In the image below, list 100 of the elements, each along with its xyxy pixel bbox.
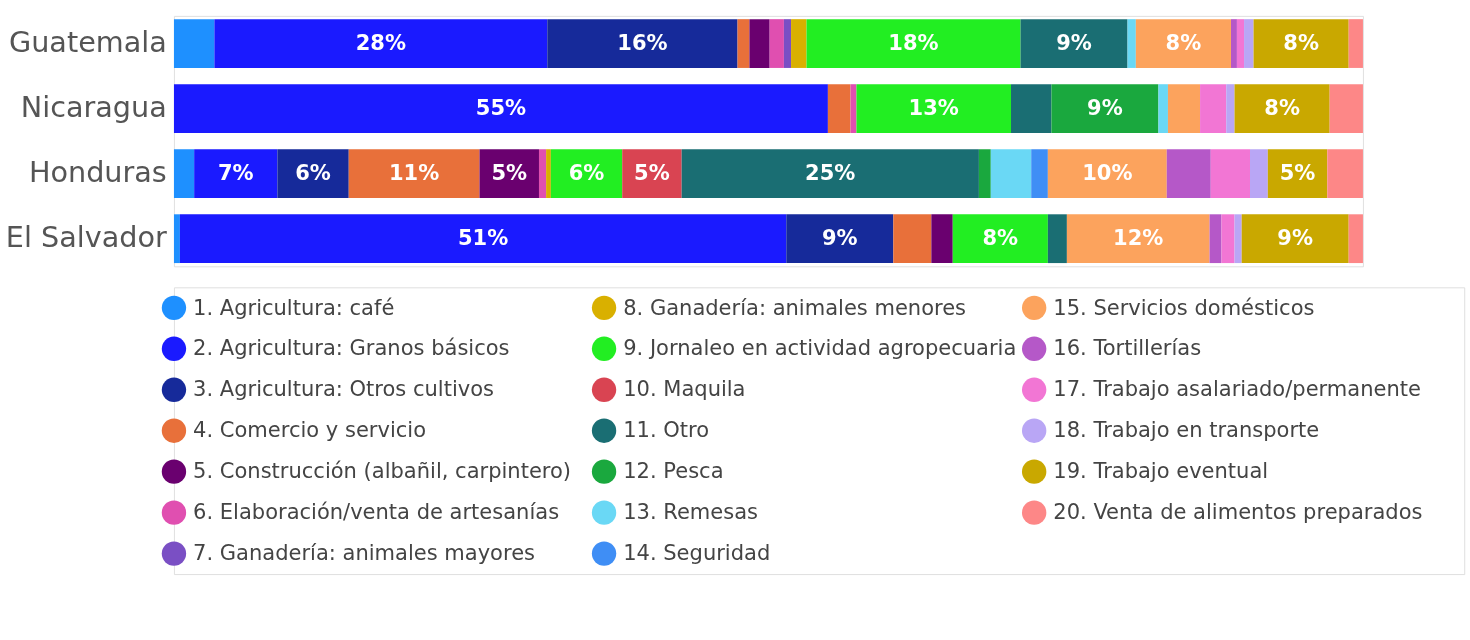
data-label: 5% — [1279, 160, 1316, 186]
y-tick-label: Nicaragua — [20, 90, 167, 125]
bar — [538, 149, 547, 199]
bar — [1166, 149, 1211, 199]
data-label: 12% — [1113, 225, 1164, 251]
data-label: 7% — [217, 160, 254, 186]
data-label: 18% — [888, 30, 939, 56]
data-label: 25% — [805, 160, 856, 186]
data-label: 8% — [1283, 30, 1319, 56]
data-label: 9% — [821, 225, 858, 251]
bar — [1250, 149, 1268, 199]
bar — [179, 214, 787, 264]
legend-label: 10. Maquila — [623, 376, 746, 402]
bar — [1066, 214, 1210, 264]
bar — [214, 19, 548, 68]
data-label: 16% — [617, 30, 668, 56]
bar — [791, 19, 807, 68]
y-tick-label: Guatemala — [8, 25, 167, 60]
bar — [827, 84, 851, 133]
legend-label: 16. Tortillerías — [1053, 335, 1202, 361]
legend-label: 5. Construcción (albañil, carpintero) — [193, 458, 572, 484]
bar — [1127, 19, 1136, 68]
bar — [806, 19, 1021, 68]
data-label: 5% — [634, 160, 670, 186]
bar — [990, 149, 1032, 199]
bar — [1329, 84, 1363, 133]
bar — [1167, 84, 1201, 133]
bar — [1221, 214, 1235, 264]
bar — [1209, 214, 1222, 264]
bar — [749, 19, 770, 68]
bar — [856, 84, 1012, 133]
bar — [173, 84, 828, 133]
legend-label: 9. Jornaleo en actividad agropecuaria — [623, 335, 1017, 361]
data-label: 8% — [1264, 95, 1300, 121]
bar — [737, 19, 750, 68]
legend-label: 20. Venta de alimentos preparados — [1053, 499, 1423, 525]
legend-label: 12. Pesca — [623, 458, 724, 484]
legend-label: 1. Agricultura: café — [193, 294, 395, 320]
data-label: 8% — [1165, 30, 1202, 56]
legend-label: 6. Elaboración/venta de artesanías — [193, 499, 560, 525]
bar — [1348, 214, 1363, 264]
bar — [173, 214, 180, 264]
bar — [550, 149, 623, 199]
data-label: 6% — [568, 160, 605, 186]
bar — [1135, 19, 1231, 68]
bar — [1047, 149, 1167, 199]
legend-label: 11. Otro — [623, 417, 710, 443]
legend-label: 19. Trabajo eventual — [1053, 458, 1269, 484]
data-label: 9% — [1087, 95, 1123, 121]
bar — [850, 84, 857, 133]
data-label: 6% — [295, 160, 331, 186]
bar — [769, 19, 784, 68]
bar — [978, 149, 991, 199]
bar — [1244, 19, 1254, 68]
data-label: 10% — [1082, 160, 1133, 186]
bar — [952, 214, 1048, 264]
data-label: 9% — [1277, 225, 1314, 251]
legend-label: 7. Ganadería: animales mayores — [193, 540, 536, 566]
bar — [1047, 214, 1067, 264]
bar — [1158, 84, 1168, 133]
bar — [173, 149, 195, 199]
bar — [1051, 84, 1159, 133]
bar — [1236, 19, 1245, 68]
legend-label: 4. Comercio y servicio — [193, 417, 427, 443]
bar — [547, 19, 738, 68]
bar — [786, 214, 894, 264]
bar — [622, 149, 682, 199]
legend-label: 14. Seguridad — [623, 540, 771, 566]
bar — [681, 149, 979, 199]
legend-label: 17. Trabajo asalariado/permanente — [1053, 376, 1421, 402]
bar — [1234, 84, 1330, 133]
bar — [1020, 19, 1128, 68]
bar — [1253, 19, 1349, 68]
bar — [1011, 84, 1052, 133]
bar — [194, 149, 278, 199]
data-label: 13% — [908, 95, 959, 121]
data-label: 9% — [1056, 30, 1092, 56]
bar — [1226, 84, 1235, 133]
legend-label: 8. Ganadería: animales menores — [623, 294, 967, 320]
bar — [1210, 149, 1250, 199]
bar — [348, 149, 480, 199]
bar — [1327, 149, 1363, 199]
data-label: 5% — [491, 160, 528, 186]
bar — [1241, 214, 1349, 264]
legend-label: 3. Agricultura: Otros cultivos — [193, 376, 495, 402]
bar — [1230, 19, 1237, 68]
legend-label: 15. Servicios domésticos — [1053, 294, 1315, 320]
bar — [546, 149, 551, 199]
data-label: 8% — [982, 225, 1019, 251]
data-label: 55% — [475, 95, 527, 121]
bar — [277, 149, 349, 199]
legend-label: 13. Remesas — [623, 499, 759, 525]
bar — [1348, 19, 1363, 68]
bar — [1031, 149, 1048, 199]
legend-label: 2. Agricultura: Granos básicos — [193, 335, 510, 361]
legend-label: 18. Trabajo en transporte — [1053, 417, 1320, 443]
y-tick-label: El Salvador — [5, 220, 167, 255]
bar — [893, 214, 932, 264]
bar — [173, 19, 215, 68]
bar — [783, 19, 792, 68]
